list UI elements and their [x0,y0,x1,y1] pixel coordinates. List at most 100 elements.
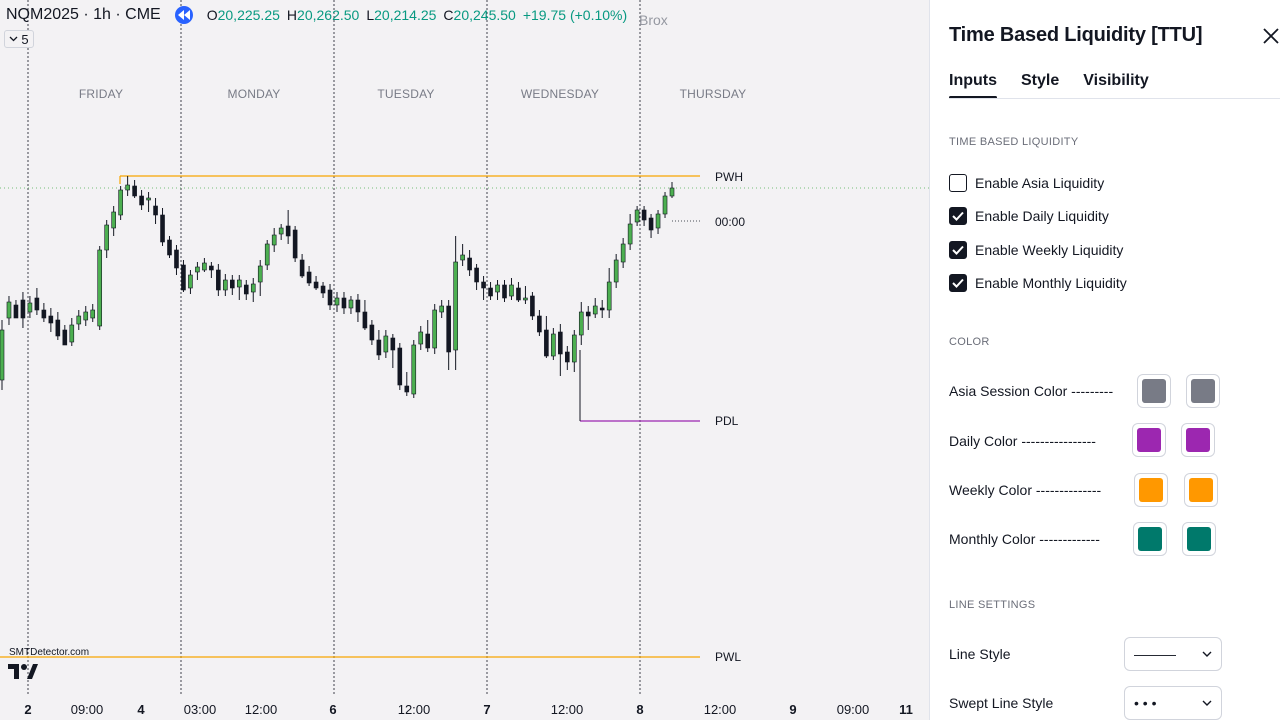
color-swatch [1142,379,1166,403]
candle-body [62,329,68,346]
candle-body [551,333,556,357]
color-picker-monthly-2[interactable] [1182,522,1216,556]
checkbox-weekly[interactable] [949,241,967,259]
color-label-weekly: Weekly Color -------------- [949,482,1102,498]
day-label-monday: MONDAY [227,87,281,101]
watermark-text: SMTDetector.com [9,647,90,658]
candle-body [27,302,33,313]
candlestick-chart[interactable] [0,0,929,720]
ohlc-low: 20,214.25 [374,7,437,23]
tab-style[interactable]: Style [1021,72,1060,89]
color-picker-daily-2[interactable] [1181,423,1215,457]
color-picker-daily-1[interactable] [1132,423,1166,457]
candle-body [655,213,661,229]
candle-body [320,285,326,294]
candle-body [209,265,214,271]
candle-body [530,295,535,317]
candle-body [571,334,577,363]
candle-body [446,305,451,353]
candle-body [264,243,270,266]
candle-body [348,299,354,309]
chart-area[interactable]: NQM2025 · 1h · CME O20,225.25 H20,262.50… [0,0,929,720]
chevron-down-icon [9,36,18,42]
section-color: COLOR [949,336,990,348]
color-picker-weekly-2[interactable] [1184,473,1218,507]
checkbox-label: Enable Weekly Liquidity [975,242,1124,258]
swept-line-style-select[interactable]: • • • [1124,686,1222,720]
checkbox-row-daily[interactable]: Enable Daily Liquidity [949,207,1109,225]
color-picker-weekly-1[interactable] [1134,473,1168,507]
ohlc-change: +19.75 (+0.10%) [522,7,628,23]
candle-body [606,281,612,311]
ohlc-high-key: H [286,7,298,23]
checkbox-row-weekly[interactable]: Enable Weekly Liquidity [949,241,1123,259]
symbol-title[interactable]: NQM2025 · 1h · CME [6,6,161,23]
ohlc-low-key: L [366,7,375,23]
x-axis-label: 12:00 [397,702,431,717]
candle-body [376,339,382,356]
tab-inputs[interactable]: Inputs [949,72,997,99]
checkbox-asia[interactable] [949,174,967,192]
candle-body [334,297,340,306]
color-swatch [1191,379,1215,403]
checkbox-row-asia[interactable]: Enable Asia Liquidity [949,174,1104,192]
panel-title: Time Based Liquidity [TTU] [949,24,1203,46]
candle-body [216,269,221,291]
candle-body [523,297,528,301]
candle-body [578,311,584,336]
candle-body [460,254,465,261]
candle-body [613,259,619,283]
x-axis-label: 9 [789,702,797,717]
checkbox-daily[interactable] [949,207,967,225]
candle-body [223,279,228,291]
tab-visibility[interactable]: Visibility [1083,72,1149,89]
candle-body [558,331,563,355]
x-axis-label: 12:00 [703,702,737,717]
checkbox-row-monthly[interactable]: Enable Monthly Liquidity [949,274,1127,292]
settings-panel: Time Based Liquidity [TTU] Inputs Style … [929,0,1280,720]
candle-body [0,329,5,381]
indicator-tag[interactable]: Brox [639,12,668,28]
color-picker-asia-1[interactable] [1137,374,1171,408]
tab-divider [949,98,1280,99]
tradingview-logo-icon [8,662,38,685]
checkbox-label: Enable Monthly Liquidity [975,275,1127,291]
candle-body [146,197,151,201]
candle-body [167,239,172,256]
color-label-daily: Daily Color ---------------- [949,433,1096,449]
candle-body [202,262,207,271]
candle-body [439,305,444,313]
candle-body [139,195,144,206]
candle-body [34,297,40,311]
candle-body [195,266,200,273]
checkbox-label: Enable Daily Liquidity [975,208,1109,224]
candle-body [641,209,647,221]
color-swatch [1137,428,1161,452]
candle-body [97,249,103,327]
close-icon[interactable] [1261,26,1280,46]
candle-body [495,284,500,293]
candle-body [669,187,675,197]
candle-body [362,311,368,329]
color-label-monthly: Monthly Color ------------- [949,531,1100,547]
candle-body [502,284,507,299]
candle-body [13,304,19,319]
time-marker-label: 00:00 [715,215,746,229]
candle-body [83,311,89,321]
color-picker-monthly-1[interactable] [1133,522,1167,556]
candle-body [306,271,312,284]
candle-body [453,261,458,351]
color-picker-asia-2[interactable] [1186,374,1220,408]
candle-body [285,225,291,237]
candle-body [278,227,284,235]
swept-line-style-label: Swept Line Style [949,695,1054,711]
checkbox-monthly[interactable] [949,274,967,292]
line-style-select[interactable]: ——— [1124,637,1222,671]
indicator-collapse-button[interactable]: 5 [4,30,34,48]
candle-body [250,283,256,293]
x-axis-label: 7 [483,702,491,717]
replay-icon[interactable] [174,6,193,24]
candle-body [76,315,82,325]
candle-body [341,297,347,309]
candle-body [299,259,305,277]
